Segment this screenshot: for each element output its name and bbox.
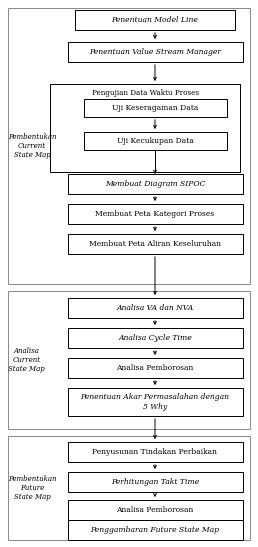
Bar (68, 204, 243, 224)
Text: Uji Kecukupan Data: Uji Kecukupan Data (117, 137, 194, 145)
Bar (68, 328, 243, 348)
Text: Analisa Pemborosan: Analisa Pemborosan (116, 364, 194, 372)
Text: Perhitungan Takt Time: Perhitungan Takt Time (111, 478, 199, 486)
Text: Penyusunan Tindakan Perbaikan: Penyusunan Tindakan Perbaikan (93, 448, 217, 456)
Text: Penentuan Value Stream Manager: Penentuan Value Stream Manager (89, 48, 221, 56)
Bar (68, 520, 243, 540)
Bar (68, 442, 243, 462)
Bar (68, 42, 243, 62)
Text: Uji Keseragaman Data: Uji Keseragaman Data (112, 104, 198, 112)
Bar (68, 358, 243, 378)
Text: Analisa Cycle Time: Analisa Cycle Time (118, 334, 192, 342)
Bar (68, 472, 243, 492)
Text: Membuat Diagram SIPOC: Membuat Diagram SIPOC (105, 180, 205, 188)
Bar (84, 132, 227, 150)
Text: Analisa VA dan NVA: Analisa VA dan NVA (116, 304, 194, 312)
Text: Analisa Pemborosan: Analisa Pemborosan (116, 506, 194, 514)
Bar (75, 10, 235, 30)
Bar (68, 234, 243, 254)
Text: Penggambaran Future State Map: Penggambaran Future State Map (91, 526, 220, 534)
Bar (8, 291, 250, 429)
Bar (68, 174, 243, 194)
Bar (68, 298, 243, 318)
Text: Penentuan Model Line: Penentuan Model Line (111, 16, 198, 24)
Bar (50, 84, 240, 172)
Bar (68, 500, 243, 520)
Bar (84, 99, 227, 117)
Text: Pembentukan
Current
State Map: Pembentukan Current State Map (8, 133, 57, 159)
Text: Membuat Peta Kategori Proses: Membuat Peta Kategori Proses (95, 210, 215, 218)
Bar (8, 8, 250, 284)
Text: Pengujian Data Waktu Proses: Pengujian Data Waktu Proses (92, 89, 198, 97)
Text: Pembentukan
Future
State Map: Pembentukan Future State Map (8, 475, 57, 501)
Bar (68, 388, 243, 416)
Text: Penentuan Akar Permasalahan dengan
5 Why: Penentuan Akar Permasalahan dengan 5 Why (80, 393, 230, 411)
Text: Membuat Peta Aliran Keseluruhan: Membuat Peta Aliran Keseluruhan (89, 240, 221, 248)
Bar (8, 436, 250, 540)
Text: Analisa
Current
State Map: Analisa Current State Map (8, 347, 45, 373)
